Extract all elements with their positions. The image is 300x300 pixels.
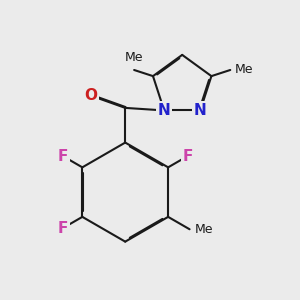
Text: F: F — [58, 220, 68, 236]
Text: N: N — [158, 103, 170, 118]
Text: F: F — [182, 149, 193, 164]
Text: Me: Me — [194, 223, 213, 236]
Text: N: N — [194, 103, 207, 118]
Text: O: O — [84, 88, 97, 103]
Text: Me: Me — [235, 64, 254, 76]
Text: F: F — [58, 149, 68, 164]
Text: Me: Me — [125, 51, 143, 64]
